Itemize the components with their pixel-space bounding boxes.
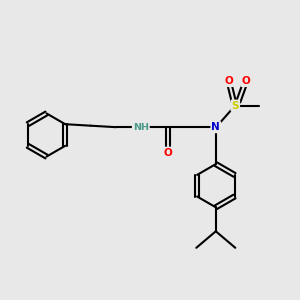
Text: N: N [212, 122, 220, 132]
Text: O: O [242, 76, 250, 86]
Text: O: O [224, 76, 233, 86]
Text: NH: NH [133, 123, 149, 132]
Text: S: S [232, 100, 239, 111]
Text: O: O [164, 148, 172, 158]
